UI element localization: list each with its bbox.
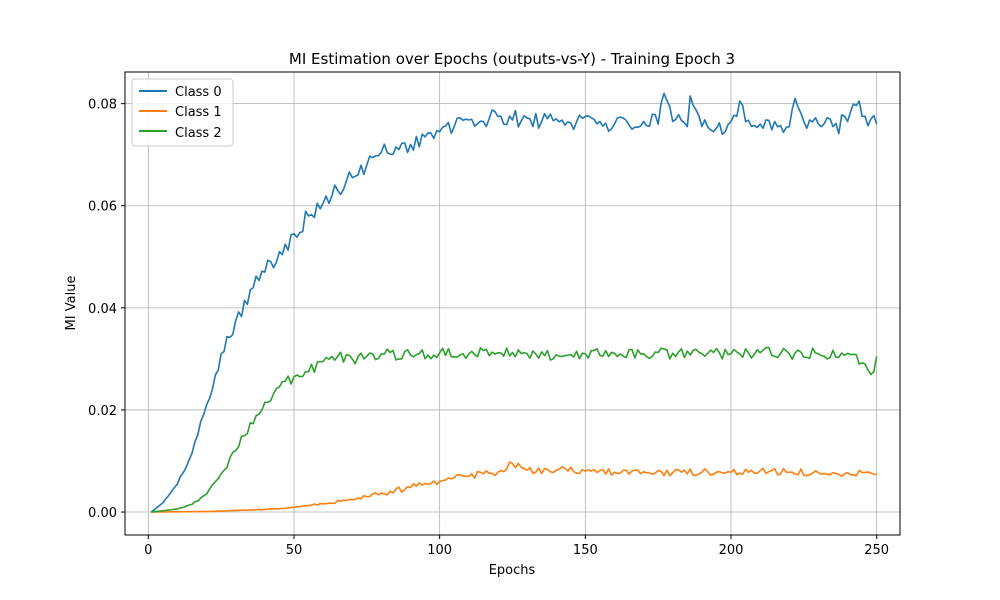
series-line-class-1 — [151, 461, 877, 513]
legend-label-class-1: Class 1 — [175, 105, 222, 120]
legend: Class 0 Class 1 Class 2 — [131, 78, 234, 147]
y-axis-label: MI Value — [64, 276, 79, 331]
y-tick-label: 0.00 — [88, 506, 117, 521]
axes-frame — [124, 71, 901, 536]
x-tick-label: 250 — [864, 543, 889, 558]
legend-box — [131, 78, 234, 147]
legend-label-class-2: Class 2 — [175, 126, 222, 141]
x-tick-label: 150 — [573, 543, 598, 558]
series-line-class-2 — [151, 346, 878, 513]
chart-title: MI Estimation over Epochs (outputs-vs-Y)… — [289, 50, 735, 68]
x-axis-ticks: 0 50 100 150 200 250 — [144, 535, 889, 558]
y-tick-label: 0.08 — [88, 98, 117, 113]
series-line-class-0 — [150, 92, 878, 513]
x-tick-label: 200 — [719, 543, 744, 558]
x-tick-label: 100 — [427, 543, 452, 558]
series-layer — [150, 92, 878, 513]
legend-label-class-0: Class 0 — [175, 85, 222, 100]
y-tick-label: 0.06 — [88, 200, 117, 215]
x-tick-label: 50 — [286, 543, 303, 558]
y-tick-label: 0.04 — [88, 302, 117, 317]
x-tick-label: 0 — [144, 543, 152, 558]
y-axis-ticks: 0.00 0.02 0.04 0.06 0.08 — [88, 98, 125, 521]
x-axis-label: Epochs — [489, 563, 536, 578]
y-tick-label: 0.02 — [88, 404, 117, 419]
grid — [125, 72, 900, 535]
